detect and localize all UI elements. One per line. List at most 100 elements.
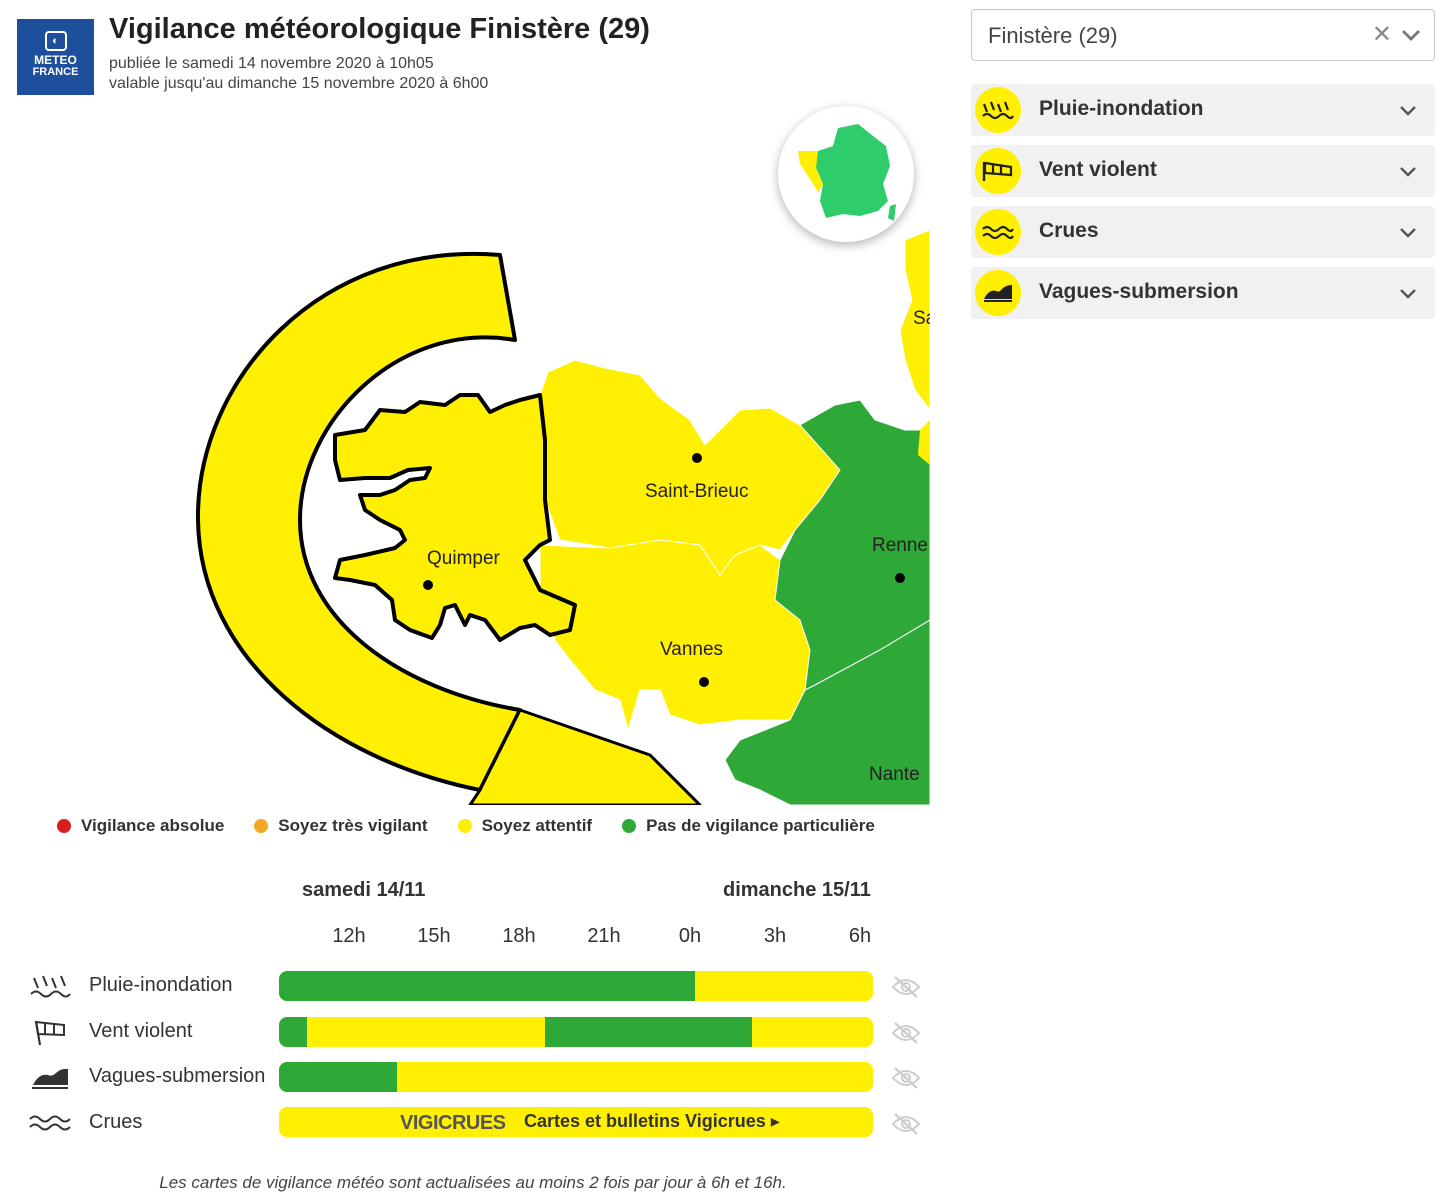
timeline-segment-green [279, 1017, 307, 1047]
legend-label: Soyez très vigilant [278, 816, 428, 835]
eye-slash-icon[interactable] [890, 1111, 922, 1137]
timeline-hour: 0h [678, 925, 702, 947]
timeline-hour: 18h [502, 925, 536, 947]
legend-dot [254, 819, 269, 833]
timeline-segment-yellow [397, 1062, 873, 1092]
timeline-day2: dimanche 15/11 [723, 879, 871, 901]
timeline-day1: samedi 14/11 [302, 879, 426, 901]
logo-text-line2: FRANCE [32, 66, 79, 78]
france-inset-svg [798, 124, 896, 221]
chevron-down-icon[interactable] [1399, 163, 1417, 184]
city-dot-rennes [895, 573, 905, 583]
chevron-down-icon[interactable] [1399, 285, 1417, 306]
legend-item-yellow: Soyez attentif [457, 816, 593, 836]
eye-slash-icon[interactable] [890, 1065, 922, 1091]
legend-dot [57, 819, 71, 833]
meteo-france-logo-glyph: ◐ [44, 31, 67, 51]
timeline-bar-vent[interactable] [279, 1017, 873, 1047]
city-label-vannes: Vannes [660, 639, 723, 660]
published-date: publiée le samedi 14 novembre 2020 à 10h… [109, 55, 434, 72]
department-loire-atlantique[interactable] [724, 619, 930, 805]
timeline-row-label: Vent violent [89, 1020, 193, 1042]
inset-france-west-yellow [798, 151, 823, 192]
inset-france-green [808, 124, 890, 218]
meteo-france-logo[interactable]: ◐ METEO FRANCE [17, 19, 94, 95]
vigicrues-link[interactable]: Cartes et bulletins Vigicrues ▸ [524, 1111, 780, 1131]
timeline-hour: 6h [848, 925, 872, 947]
timeline-hour: 21h [587, 925, 621, 947]
timeline-row-label: Crues [89, 1111, 143, 1133]
timeline-segment-green [279, 971, 695, 1001]
legend-label: Vigilance absolue [81, 816, 225, 835]
timeline-segment-yellow [306, 1017, 545, 1047]
timeline-row-label: Vagues-submersion [89, 1065, 266, 1087]
city-label-saint-brieuc: Saint-Brieuc [645, 481, 749, 502]
accordion-crues[interactable]: Crues [971, 206, 1435, 258]
legend-item-green: Pas de vigilance particulière [622, 816, 875, 836]
vigicrues-link-bar[interactable]: VIGICRUES Cartes et bulletins Vigicrues … [279, 1107, 873, 1137]
coastal-zone[interactable] [195, 251, 522, 792]
city-dot-vannes [699, 677, 709, 687]
map-svg: Quimper Saint-Brieuc Vannes Renne Nante … [195, 229, 930, 805]
vigicrues-logo: VIGICRUES [400, 1112, 506, 1134]
update-footnote: Les cartes de vigilance météo sont actua… [159, 1173, 787, 1192]
wind-icon [28, 1017, 72, 1047]
legend-label: Soyez attentif [481, 816, 593, 835]
wind-icon [975, 148, 1021, 194]
timeline-segment-yellow [752, 1017, 873, 1047]
chevron-down-icon[interactable] [1399, 224, 1417, 245]
accordion-label: Vagues-submersion [1039, 280, 1239, 303]
inset-corsica [888, 204, 896, 221]
department-select-value: Finistère (29) [988, 23, 1118, 48]
france-inset-map[interactable] [778, 106, 914, 242]
rain-flood-icon [975, 87, 1021, 133]
city-dot-saint-brieuc [692, 453, 702, 463]
timeline-hour: 3h [763, 925, 787, 947]
accordion-label: Pluie-inondation [1039, 97, 1204, 120]
close-icon[interactable]: ✕ [1371, 21, 1392, 48]
waves-submersion-icon [28, 1063, 72, 1093]
legend-dot [622, 819, 637, 833]
timeline-bar-pluie[interactable] [279, 971, 873, 1001]
timeline-segment-green [279, 1062, 398, 1092]
department-morbihan[interactable] [539, 539, 811, 732]
vigilance-map[interactable]: Quimper Saint-Brieuc Vannes Renne Nante … [110, 100, 930, 805]
accordion-vent-violent[interactable]: Vent violent [971, 145, 1435, 197]
timeline-segment-green [544, 1017, 753, 1047]
accordion-label: Crues [1039, 219, 1099, 242]
vigilance-legend: Vigilance absolue Soyez très vigilant So… [57, 816, 905, 836]
coastal-zone-south[interactable] [468, 708, 702, 805]
flood-waves-icon [975, 209, 1021, 255]
flood-waves-icon [28, 1108, 72, 1138]
timeline-bar-vagues[interactable] [279, 1062, 873, 1092]
timeline-hour: 15h [417, 925, 451, 947]
accordion-vagues-submersion[interactable]: Vagues-submersion [971, 267, 1435, 319]
department-ille-north[interactable] [918, 420, 930, 465]
department-select[interactable]: Finistère (29) ✕ [971, 9, 1435, 61]
timeline-row-label: Pluie-inondation [89, 974, 233, 996]
city-dot-quimper [423, 580, 433, 590]
chevron-down-icon[interactable] [1399, 102, 1417, 123]
validity-date: valable jusqu'au dimanche 15 novembre 20… [109, 75, 489, 92]
city-label-partial: Sa [913, 308, 930, 329]
waves-submersion-icon [975, 270, 1021, 316]
legend-item-orange: Soyez très vigilant [254, 816, 428, 836]
legend-dot [457, 819, 472, 833]
logo-text-line1: METEO [34, 53, 77, 67]
chevron-down-icon[interactable] [1400, 24, 1422, 51]
city-label-quimper: Quimper [427, 548, 501, 569]
accordion-label: Vent violent [1039, 158, 1157, 181]
eye-slash-icon[interactable] [890, 1020, 922, 1046]
rain-flood-icon [28, 972, 72, 1002]
accordion-pluie-inondation[interactable]: Pluie-inondation [971, 84, 1435, 136]
eye-slash-icon[interactable] [890, 974, 922, 1000]
department-manche[interactable] [899, 229, 930, 411]
page-title: Vigilance météorologique Finistère (29) [109, 13, 650, 45]
legend-item-red: Vigilance absolue [57, 816, 224, 836]
timeline-hour: 12h [332, 925, 366, 947]
city-label-nantes: Nante [869, 764, 920, 785]
department-finistere[interactable] [333, 393, 577, 642]
legend-label: Pas de vigilance particulière [646, 816, 875, 835]
city-label-rennes: Renne [872, 535, 928, 556]
timeline-segment-yellow [694, 971, 873, 1001]
